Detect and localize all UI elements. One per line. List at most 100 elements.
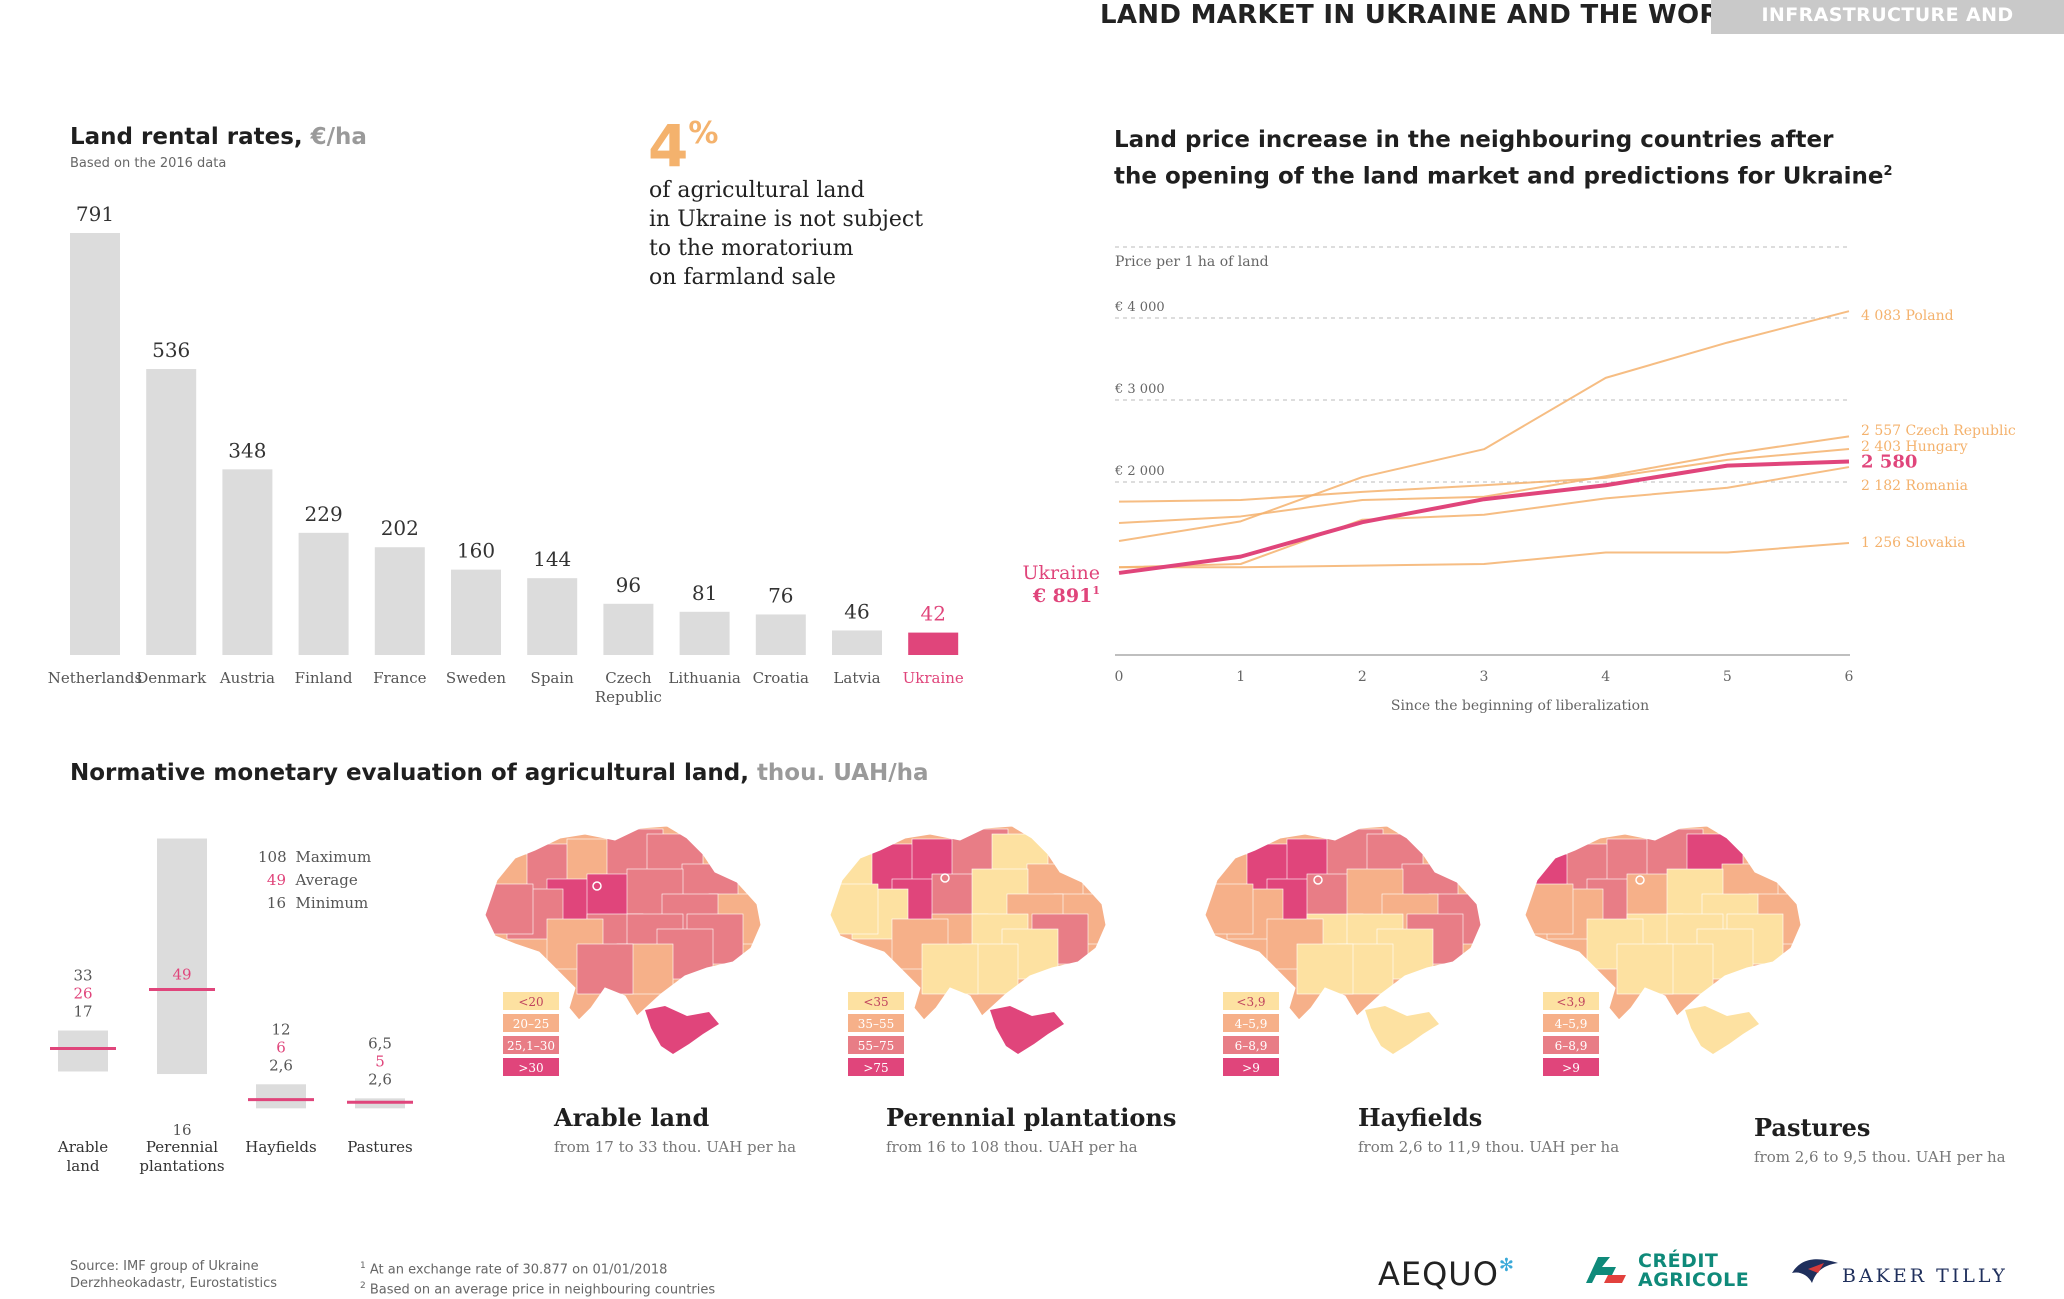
price-title-sup: 2: [1883, 164, 1893, 179]
series-line: [1119, 542, 1850, 569]
map-title-perennial: Perennial plantations: [886, 1103, 1177, 1132]
map-legend-swatch: [848, 1014, 904, 1032]
rental-bar-value: 46: [844, 599, 869, 623]
max-value-label: 33: [73, 967, 92, 985]
map-region: [921, 943, 979, 995]
map-crimea: [990, 1006, 1064, 1054]
footer-note2-text: Based on an average price in neighbourin…: [365, 1282, 716, 1298]
map-legend-label: <3,9: [1236, 995, 1265, 1009]
x-tick-label: 6: [1845, 669, 1854, 685]
rental-bar: [146, 369, 197, 655]
credit-agricole-logo[interactable]: CRÉDIT AGRICOLE: [1582, 1252, 1749, 1290]
map-crimea: [645, 1006, 719, 1054]
range-bar: [58, 1030, 108, 1072]
section-tab[interactable]: INFRASTRUCTURE AND SERVICES: [1711, 0, 2064, 56]
map-legend-label: 35–55: [858, 1017, 895, 1031]
ukraine-start-sup: 1: [1092, 584, 1100, 597]
series-end-label: 2 182 Romania: [1861, 478, 1968, 494]
moratorium-text: of agricultural land in Ukraine is not s…: [649, 176, 949, 292]
rental-category-label: Czech: [605, 669, 652, 687]
map-perennial: <35 35–55 55–75 >75: [829, 825, 1107, 1076]
rental-bar: [298, 532, 349, 655]
legend-max-value: 108: [258, 848, 287, 866]
rental-bar-chart: 791 Netherlands 536 Denmark 348 Austria 229 Fin…: [48, 202, 964, 706]
footer-note1-text: At an exchange rate of 30.877 on 01/01/2…: [365, 1262, 668, 1278]
x-tick-label: 0: [1115, 669, 1124, 685]
footer-source: Source: IMF group of Ukraine Derzhheokad…: [70, 1258, 277, 1292]
price-chart-title: Land price increase in the neighbouring …: [1114, 124, 1893, 193]
footer-note2-sup: 2: [360, 1281, 366, 1292]
legend-avg-value: 49: [266, 871, 286, 889]
x-axis-label: Since the beginning of liberalization: [1391, 698, 1649, 714]
normative-title-unit: thou. UAH/ha: [756, 760, 929, 786]
series-end-label: 2 557 Czech Republic: [1861, 423, 2016, 439]
map-legend-label: >75: [863, 1061, 888, 1075]
series-end-label: 2 403 Hungary: [1861, 439, 1968, 455]
map-legend-label: <35: [863, 995, 888, 1009]
maps-area: <20 20–25 25,1–30 >30 <35 35–55 55–75 >75 <3,9 4–…: [484, 825, 1802, 1076]
map-legend-swatch: [503, 992, 559, 1010]
footer-source-line1: Source: IMF group of Ukraine: [70, 1259, 259, 1274]
baker-tilly-logo[interactable]: BAKER TILLY: [1790, 1253, 2008, 1287]
capital-marker-icon: [940, 873, 950, 883]
map-legend-swatch: [503, 1036, 559, 1054]
y-tick-label: € 4 000: [1114, 300, 1165, 315]
rental-bar-value: 96: [616, 573, 641, 597]
legend-avg-label: Average: [295, 871, 358, 889]
footer-source-line2: Derzhheokadastr, Eurostatistics: [70, 1276, 277, 1291]
min-value-label: 2,6: [269, 1056, 293, 1074]
map-legend-swatch: [1223, 1014, 1279, 1032]
baker-tilly-bird-icon: [1792, 1259, 1838, 1283]
credit-line2: AGRICOLE: [1638, 1269, 1750, 1291]
map-subtitle-arable: from 17 to 33 thou. UAH per ha: [554, 1138, 797, 1156]
map-region: [1616, 943, 1674, 995]
normative-title: Normative monetary evaluation of agricul…: [70, 760, 929, 786]
rental-bar: [603, 603, 654, 655]
aequo-logo-text: AEQUO: [1378, 1255, 1499, 1293]
rental-bar: [527, 578, 578, 655]
normative-category-label: Perennial: [146, 1138, 218, 1156]
price-line-chart: Price per 1 ha of land € 4 000 € 3 000 € 2 …: [1023, 246, 2016, 714]
avg-value-label: 5: [375, 1052, 385, 1070]
rental-bar-value: 536: [152, 338, 190, 362]
range-bar: [157, 838, 207, 1075]
series-end-label: 1 256 Slovakia: [1861, 535, 1966, 551]
aequo-logo[interactable]: AEQUO✻: [1378, 1255, 1515, 1293]
rental-title-text: Land rental rates,: [70, 124, 311, 150]
map-arable: <20 20–25 25,1–30 >30: [484, 825, 762, 1076]
map-region: [576, 943, 634, 995]
rental-category-label: France: [373, 669, 427, 687]
normative-range-chart: 332617Arableland1084916Perennialplantati…: [50, 830, 413, 1175]
series-line: [1118, 435, 1850, 524]
map-region: [485, 883, 534, 935]
map-legend-label: 6–8,9: [1555, 1039, 1588, 1053]
legend-max-label: Maximum: [295, 848, 372, 866]
map-pastures: <3,9 4–5,9 6–8,9 >9: [1524, 825, 1802, 1076]
normative-title-text: Normative monetary evaluation of agricul…: [70, 760, 757, 786]
map-legend-swatch: [1223, 1058, 1279, 1076]
footer-note1-sup: 1: [360, 1261, 366, 1271]
rental-category-label: Sweden: [446, 669, 506, 687]
rental-bar: [908, 632, 959, 655]
rental-bar-value: 42: [920, 602, 945, 626]
capital-marker-icon: [592, 881, 602, 891]
map-region: [1525, 883, 1574, 935]
legend-min-value: 16: [266, 894, 286, 912]
rental-category-label: Croatia: [753, 669, 809, 687]
rental-category-label: Ukraine: [903, 669, 964, 687]
baker-tilly-text: BAKER TILLY: [1842, 1265, 2008, 1287]
series-line: [1118, 310, 1850, 543]
map-outline: [1204, 825, 1482, 1021]
price-title-line1: Land price increase in the neighbouring …: [1114, 127, 1834, 153]
map-legend-swatch: [848, 1036, 904, 1054]
min-value-label: 2,6: [368, 1070, 392, 1088]
normative-category-label: Pastures: [347, 1138, 413, 1156]
credit-line1: CRÉDIT: [1638, 1250, 1719, 1272]
x-tick-label: 5: [1723, 669, 1732, 685]
moratorium-percent: 4%: [648, 112, 718, 180]
map-legend-swatch: [1543, 992, 1599, 1010]
map-legend-swatch: [848, 1058, 904, 1076]
series-line-ukraine: [1118, 459, 1850, 575]
map-legend-label: >9: [1562, 1061, 1580, 1075]
map-outline: [484, 825, 762, 1021]
